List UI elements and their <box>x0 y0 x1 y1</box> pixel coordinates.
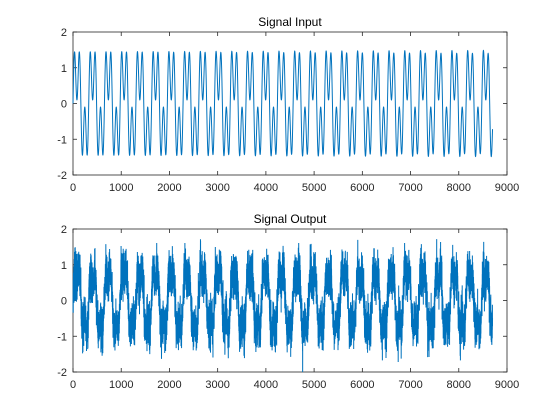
y-tick-label: 1 <box>61 260 67 272</box>
y-tick-label: 2 <box>61 27 67 39</box>
signal-output-title: Signal Output <box>254 212 327 226</box>
x-tick-label: 3000 <box>205 182 229 194</box>
signal-output-x-ticks: 0 1000 2000 3000 4000 5000 6000 7000 8000 9000 <box>70 229 519 391</box>
y-tick-label: 2 <box>61 224 67 236</box>
x-tick-label: 3000 <box>205 379 229 391</box>
y-tick-label: 0 <box>61 296 67 308</box>
x-tick-label: 0 <box>70 182 76 194</box>
signal-input-title: Signal Input <box>258 15 322 29</box>
x-tick-label: 7000 <box>398 182 422 194</box>
x-tick-label: 8000 <box>447 182 471 194</box>
y-tick-label: -1 <box>57 331 67 343</box>
x-tick-label: 5000 <box>302 379 326 391</box>
x-tick-label: 1000 <box>109 379 133 391</box>
signal-input-axes: Signal Input 0 1000 2000 3000 4000 5000 6000 70… <box>57 15 519 194</box>
signal-input-x-ticks: 0 1000 2000 3000 4000 5000 6000 7000 8000 9000 <box>70 32 519 194</box>
x-tick-label: 4000 <box>254 379 278 391</box>
x-tick-label: 9000 <box>495 379 519 391</box>
y-tick-label: -1 <box>57 134 67 146</box>
x-tick-label: 7000 <box>398 379 422 391</box>
x-tick-label: 0 <box>70 379 76 391</box>
x-tick-label: 8000 <box>447 379 471 391</box>
x-tick-label: 9000 <box>495 182 519 194</box>
y-tick-label: 1 <box>61 63 67 75</box>
signal-input-y-ticks: -2 -1 0 1 2 <box>57 27 507 182</box>
signal-input-line <box>72 49 494 158</box>
y-tick-label: -2 <box>57 170 67 182</box>
x-tick-label: 2000 <box>157 379 181 391</box>
x-tick-label: 1000 <box>109 182 133 194</box>
signal-output-line <box>72 239 494 373</box>
signal-output-axes: Signal Output 0 1000 2000 3000 4000 5000 6000 7… <box>57 212 519 391</box>
x-tick-label: 6000 <box>350 379 374 391</box>
x-tick-label: 5000 <box>302 182 326 194</box>
x-tick-label: 2000 <box>157 182 181 194</box>
y-tick-label: 0 <box>61 99 67 111</box>
y-tick-label: -2 <box>57 367 67 379</box>
x-tick-label: 6000 <box>350 182 374 194</box>
x-tick-label: 4000 <box>254 182 278 194</box>
